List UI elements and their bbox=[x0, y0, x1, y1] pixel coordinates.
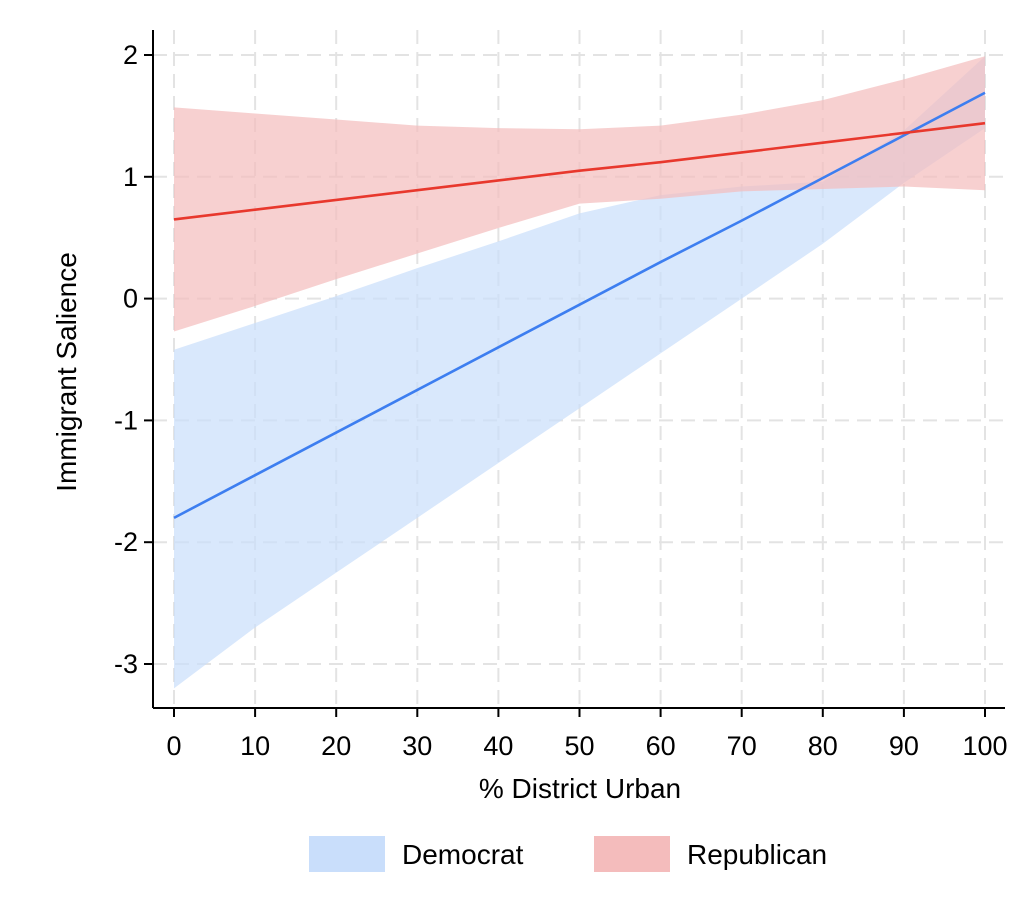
y-tick-label: -1 bbox=[114, 405, 138, 435]
legend-swatch-democrat bbox=[309, 836, 385, 872]
line-republican bbox=[173, 121, 986, 221]
y-tick-label: 2 bbox=[123, 40, 138, 70]
x-tick-label: 40 bbox=[483, 731, 513, 761]
x-tick-label: 20 bbox=[321, 731, 351, 761]
x-tick-label: 60 bbox=[646, 731, 676, 761]
y-tick-label: -3 bbox=[114, 649, 138, 679]
line-democrat bbox=[173, 91, 986, 519]
x-tick-label: 50 bbox=[564, 731, 594, 761]
band-democrat bbox=[174, 56, 985, 689]
legend-swatch-republican bbox=[594, 836, 670, 872]
x-tick-label: 30 bbox=[402, 731, 432, 761]
band-republican bbox=[174, 56, 985, 332]
x-tick-label: 80 bbox=[808, 731, 838, 761]
y-tick-label: 0 bbox=[123, 284, 138, 314]
legend: Democrat Republican bbox=[309, 836, 827, 872]
x-tick-label: 90 bbox=[889, 731, 919, 761]
series-lines bbox=[173, 91, 986, 519]
x-axis-title: % District Urban bbox=[479, 773, 681, 804]
x-tick-label: 0 bbox=[166, 731, 181, 761]
confidence-bands bbox=[174, 56, 985, 689]
y-tick-label: -2 bbox=[114, 527, 138, 557]
x-tick-label: 100 bbox=[962, 731, 1007, 761]
x-tick-label: 10 bbox=[240, 731, 270, 761]
x-tick-label: 70 bbox=[727, 731, 757, 761]
legend-label-democrat: Democrat bbox=[402, 839, 524, 870]
y-tick-label: 1 bbox=[123, 162, 138, 192]
y-axis-title: Immigrant Salience bbox=[51, 252, 82, 492]
legend-label-republican: Republican bbox=[687, 839, 827, 870]
